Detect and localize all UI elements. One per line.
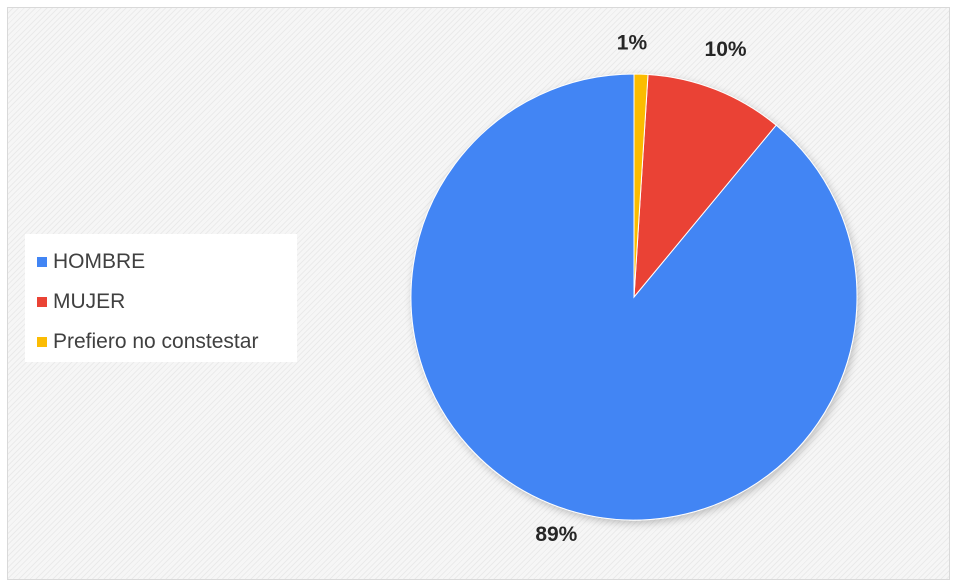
- legend-swatch-mujer: [37, 297, 47, 307]
- legend-label-mujer: MUJER: [53, 290, 126, 313]
- legend-swatch-hombre: [37, 257, 47, 267]
- pie-slice-prefiero: [633, 73, 649, 298]
- legend-label-prefiero: Prefiero no constestar: [53, 330, 259, 353]
- pie-slice-mujer: [633, 73, 777, 299]
- legend-item-prefiero: Prefiero no constestar: [37, 322, 297, 362]
- legend-item-mujer: MUJER: [37, 282, 297, 322]
- legend: HOMBRE MUJER Prefiero no constestar: [25, 234, 297, 362]
- data-label-hombre: 89%: [535, 523, 577, 546]
- data-label-prefiero: 1%: [617, 32, 648, 55]
- data-label-mujer: 10%: [705, 38, 747, 61]
- pie-data-labels: 89% 10% 1%: [535, 32, 747, 546]
- legend-item-hombre: HOMBRE: [37, 242, 297, 282]
- legend-label-hombre: HOMBRE: [53, 250, 146, 273]
- pie-slices: [410, 73, 858, 521]
- legend-swatch-prefiero: [37, 337, 47, 347]
